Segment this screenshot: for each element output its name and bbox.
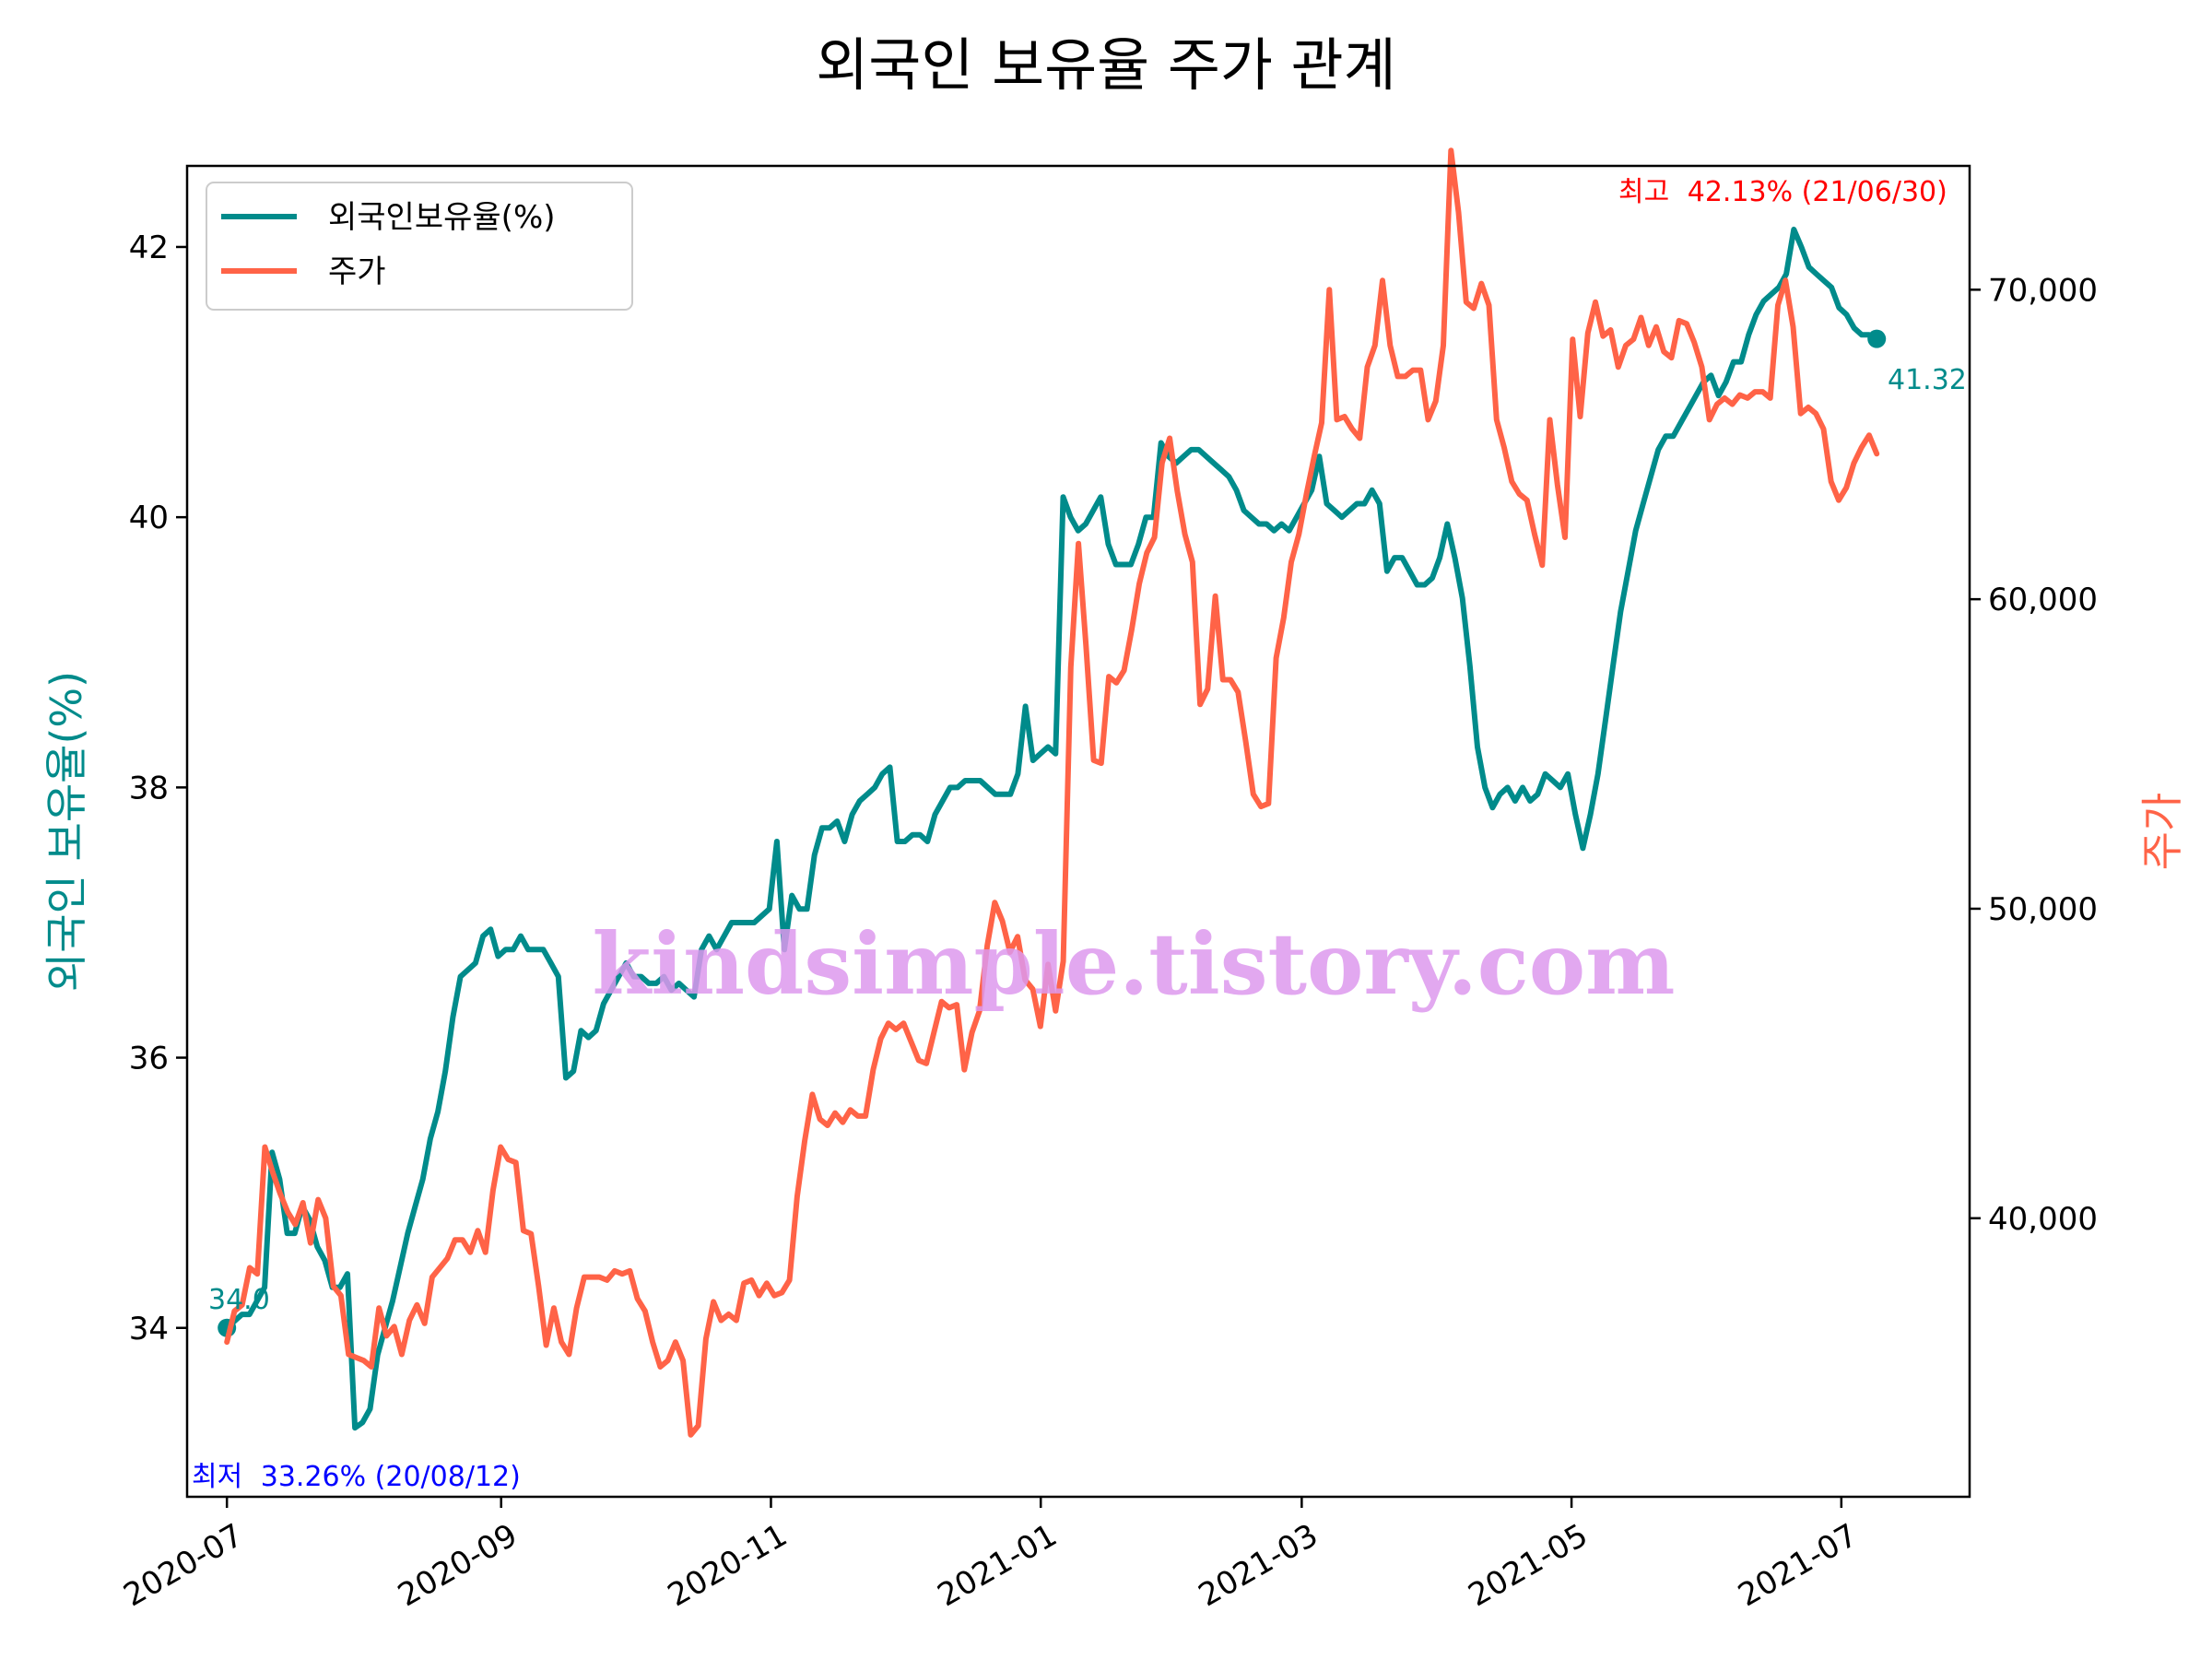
foreign-ratio-line [224,226,1880,1431]
min-annotation-value: 33.26% (20/08/12) [261,1461,521,1493]
price-line [224,147,1880,1438]
annotations: 최고 42.13% (21/06/30) 최저 33.26% (20/08/12… [192,176,1967,1493]
y-left-tick-label: 36 [129,1041,169,1077]
watermark: kindsimple.tistory.com [592,914,1675,1014]
plot-frame [185,164,1971,1499]
min-annotation-label: 최저 [192,1461,242,1493]
y-right-tick-label: 40,000 [1988,1201,2098,1238]
legend: 외국인보유율(%) 주가 [206,182,633,311]
end-value-label: 41.32 [1888,364,1967,396]
y-left-tick-label: 34 [129,1311,169,1347]
start-value-label: 34.0 [208,1284,270,1316]
max-annotation: 최고 42.13% (21/06/30) [1618,176,1947,208]
y-left-axis-ticks: 34 36 38 40 42 [129,229,187,1347]
y-right-tick-label: 70,000 [1988,272,2098,309]
plot-lines [218,147,1887,1438]
legend-box [206,182,633,311]
y-right-axis-ticks: 40,000 50,000 60,000 70,000 [1970,272,2098,1238]
y-left-tick-label: 42 [129,229,169,266]
legend-entry-foreign-ratio: 외국인보유율(%) [328,199,556,236]
y-left-tick-label: 38 [129,770,169,806]
max-annotation-value: 42.13% (21/06/30) [1688,176,1947,208]
max-annotation-label: 최고 [1618,176,1669,208]
min-annotation: 최저 33.26% (20/08/12) [192,1461,521,1493]
legend-entry-price: 주가 [328,253,386,290]
y-right-tick-label: 50,000 [1988,891,2098,928]
y-left-tick-label: 40 [129,500,169,536]
y-right-axis-label: 주가 [2137,793,2187,871]
chart-title: 외국인 보유율 주가 관계 [816,31,1396,99]
end-point-marker [1867,329,1887,348]
y-right-tick-label: 60,000 [1988,582,2098,618]
y-left-axis-label: 외국인 보유율(%) [41,671,91,992]
